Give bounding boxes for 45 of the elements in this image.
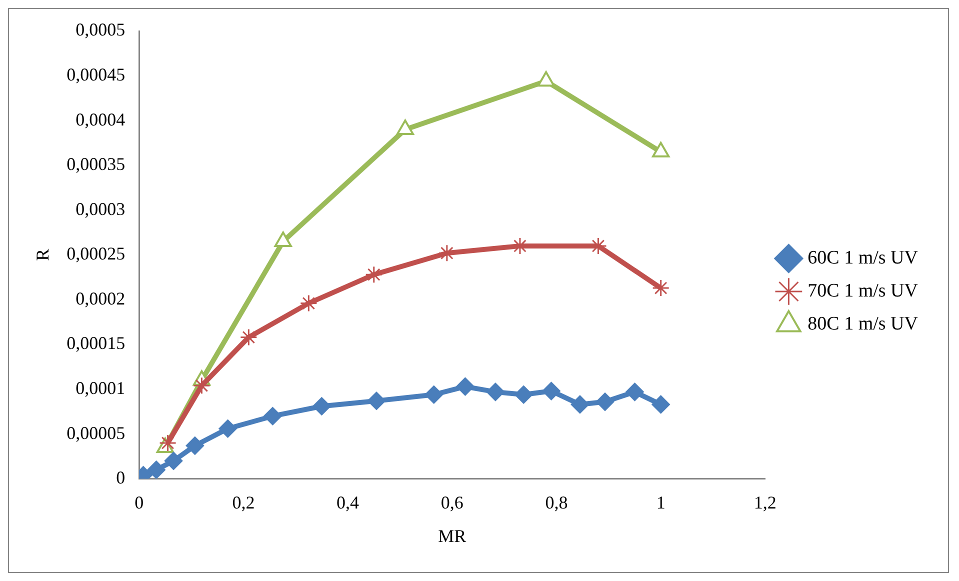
- y-tick-label: 0,0004: [76, 109, 126, 130]
- x-tick-label: 0,2: [232, 492, 255, 512]
- point: [365, 266, 383, 284]
- point: [514, 386, 533, 404]
- y-tick-label: 0,0003: [76, 198, 126, 219]
- legend-label: 60C 1 m/s UV: [808, 247, 918, 268]
- y-tick-label: 0,0005: [76, 20, 126, 40]
- point: [312, 397, 331, 416]
- point: [570, 395, 589, 414]
- x-tick-label: 0: [134, 492, 144, 512]
- point: [542, 382, 560, 400]
- point: [367, 392, 386, 410]
- point: [159, 434, 177, 452]
- point: [652, 279, 670, 297]
- point: [218, 420, 237, 438]
- point: [300, 294, 318, 312]
- point: [424, 386, 443, 404]
- x-tick-label: 1: [656, 492, 666, 512]
- x-tick-label: 0,8: [545, 492, 568, 512]
- point: [147, 460, 166, 479]
- point: [596, 392, 614, 411]
- x-tick-label: 1,2: [754, 492, 776, 512]
- point: [652, 395, 670, 414]
- x-axis-title: MR: [438, 526, 466, 546]
- y-tick-label: 0,00045: [66, 64, 126, 85]
- point: [240, 328, 258, 346]
- y-tick-label: 0,00035: [66, 154, 126, 174]
- point: [264, 407, 282, 426]
- y-tick-label: 0,00025: [66, 244, 126, 264]
- point: [626, 382, 644, 401]
- point: [192, 376, 210, 394]
- point: [486, 382, 504, 401]
- y-tick-label: 0,00015: [66, 333, 126, 354]
- x-tick-label: 0,6: [440, 492, 464, 512]
- y-tick-label: 0,00005: [66, 422, 126, 443]
- legend-label: 80C 1 m/s UV: [808, 313, 918, 334]
- y-axis-title: R: [32, 248, 53, 261]
- point: [456, 378, 474, 396]
- point: [164, 452, 183, 470]
- legend-label: 70C 1 m/s UV: [808, 280, 918, 302]
- point: [186, 436, 204, 455]
- y-tick-label: 0,0002: [76, 288, 126, 308]
- y-tick-label: 0: [116, 468, 126, 488]
- y-tick-label: 0,0001: [76, 378, 126, 398]
- x-tick-label: 0,4: [336, 492, 360, 512]
